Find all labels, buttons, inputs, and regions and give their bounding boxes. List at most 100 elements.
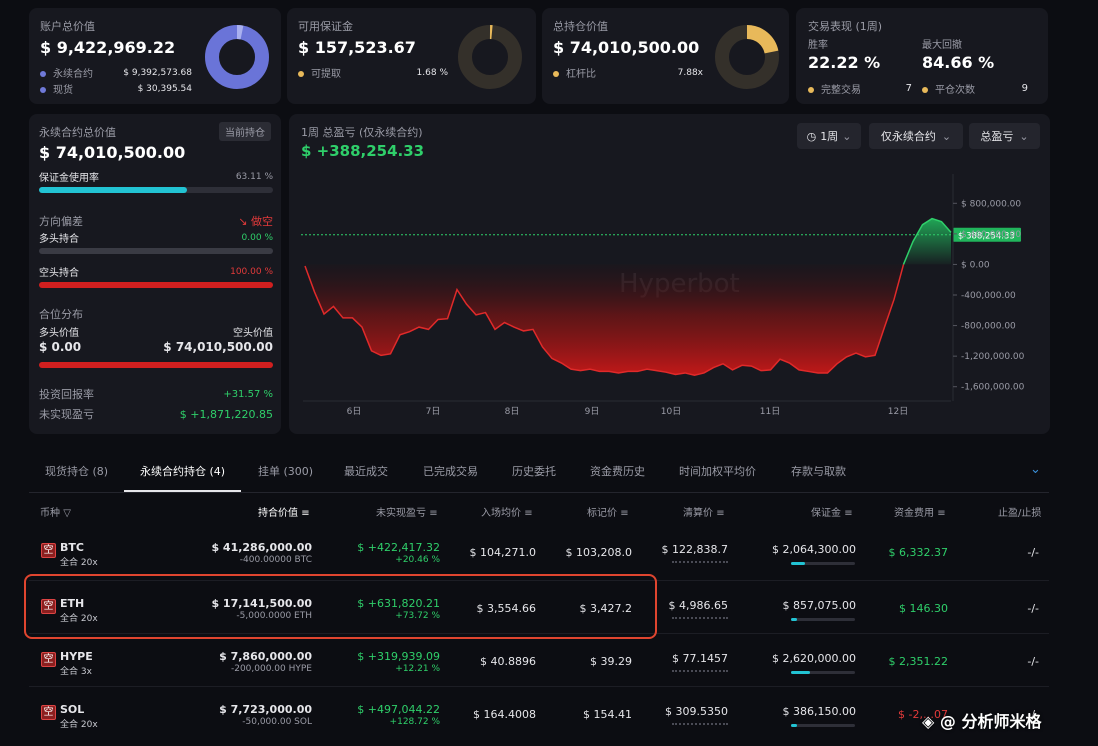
profit-line: [902, 217, 952, 265]
margin-value: $ 157,523.67: [298, 38, 416, 57]
margin-gauge: [791, 724, 855, 727]
leverage-row: 杠杆比 7.88x: [553, 65, 703, 80]
tab-recent-fills[interactable]: 最近成交: [344, 465, 388, 478]
entry-price: $ 40.8896: [480, 655, 536, 668]
margin-value: $ 2,620,000.00: [772, 652, 856, 665]
position-value: $ 7,860,000.00: [219, 650, 312, 663]
sort-icon[interactable]: ≡: [844, 508, 853, 519]
chart-title: 1周 总盈亏 (仅永续合约): [301, 126, 423, 139]
col-value[interactable]: 持合价值 ≡: [258, 508, 310, 519]
diamond-logo-icon: ◈: [922, 712, 940, 731]
tab-funding-history[interactable]: 资金费历史: [590, 465, 645, 478]
profit-area: [903, 218, 951, 265]
position-size: -50,000.00 SOL: [242, 717, 312, 727]
pnl-percent: +20.46 %: [395, 555, 440, 565]
position-title: 总持仓价值: [553, 20, 608, 33]
col-coin[interactable]: 币种 ▽: [40, 508, 71, 519]
chart-value: $ +388,254.33: [301, 142, 425, 160]
account-perp-row: 永续合约 $ 9,392,573.68: [40, 65, 192, 80]
tab-orders[interactable]: 挂单 (300): [258, 465, 314, 478]
period-select[interactable]: ◷ 1周 ⌄: [797, 123, 861, 149]
position-value: $ 41,286,000.00: [211, 541, 312, 554]
account-value: $ 9,422,969.22: [40, 38, 176, 57]
position-card: 总持仓价值 $ 74,010,500.00 杠杆比 7.88x: [542, 8, 789, 104]
col-upnl[interactable]: 未实现盈亏 ≡: [376, 508, 438, 519]
sort-icon[interactable]: ≡: [429, 508, 438, 519]
distribution-values: $ 0.00 $ 74,010,500.00: [39, 340, 273, 354]
margin-title: 可用保证金: [298, 20, 353, 33]
bias-row: 方向偏差 ↘ 做空: [39, 215, 273, 228]
margin-usage-row: 保证金使用率 63.11 %: [39, 171, 273, 185]
chevron-down-icon: ⌄: [842, 129, 852, 143]
filter-select[interactable]: 仅永续合约 ⌄: [869, 123, 963, 149]
drawdown-value: 84.66 %: [922, 53, 995, 72]
metric-select[interactable]: 总盈亏 ⌄: [969, 123, 1040, 149]
position-value: $ 7,723,000.00: [219, 703, 312, 716]
table-row[interactable]: 空 HYPE 全合 3x $ 7,860,000.00 -200,000.00 …: [29, 633, 1049, 686]
tab-history-orders[interactable]: 历史委托: [512, 465, 556, 478]
entry-price: $ 104,271.0: [469, 546, 536, 559]
table-row[interactable]: 空 ETH 全合 20x $ 17,141,500.00 -5,000.0000…: [29, 580, 1049, 633]
filter-icon[interactable]: ▽: [63, 508, 71, 519]
tab-perp[interactable]: 永续合约持仓 (4): [140, 465, 226, 478]
tab-spot[interactable]: 现货持仓 (8): [45, 465, 109, 478]
y-tick-label: -400,000.00: [961, 291, 1016, 301]
withdrawable-row: 可提取 1.68 %: [298, 65, 448, 80]
col-liq[interactable]: 清算价 ≡: [683, 508, 725, 519]
tab-deposits[interactable]: 存款与取款: [791, 465, 846, 478]
sort-icon[interactable]: ≡: [620, 508, 629, 519]
coin-name[interactable]: HYPE: [60, 650, 93, 663]
entry-price: $ 164.4008: [473, 708, 536, 721]
coin-name[interactable]: SOL: [60, 703, 85, 716]
x-tick-label: 9日: [585, 406, 600, 417]
mark-price: $ 154.41: [583, 708, 632, 721]
margin-mode: 全合 3x: [60, 667, 92, 677]
margin-gauge-fill: [791, 671, 811, 674]
sort-icon[interactable]: ≡: [716, 508, 725, 519]
col-funding[interactable]: 资金费用 ≡: [894, 508, 946, 519]
tpsl-value[interactable]: -/-: [1027, 655, 1039, 668]
perp-panel: 永续合约总价值 当前持仓 $ 74,010,500.00 保证金使用率 63.11…: [29, 114, 281, 434]
tpsl-value[interactable]: -/-: [1027, 602, 1039, 615]
y-tick-label: -800,000.00: [961, 322, 1016, 332]
y-tick-label: $ 800,000.00: [961, 199, 1021, 209]
unrealized-pnl: $ +497,044.22: [357, 703, 440, 716]
tpsl-value[interactable]: -/-: [1027, 546, 1039, 559]
clock-icon: ◷: [806, 129, 817, 143]
coin-name[interactable]: ETH: [60, 597, 85, 610]
pnl-percent: +128.72 %: [389, 717, 440, 727]
margin-gauge: [791, 562, 855, 565]
funding-fee: $ -2,…07: [898, 708, 948, 721]
tab-completed[interactable]: 已完成交易: [423, 465, 478, 478]
sort-icon[interactable]: ≡: [937, 508, 946, 519]
col-entry[interactable]: 入场均价 ≡: [481, 508, 533, 519]
upnl-row: 未实现盈亏 $ +1,871,220.85: [39, 407, 273, 422]
margin-donut-chart: [458, 25, 522, 89]
table-row[interactable]: 空 BTC 全合 20x $ 41,286,000.00 -400.00000 …: [29, 525, 1049, 578]
closes-row: 平仓次数 9: [922, 81, 1028, 96]
funding-fee: $ 2,351.22: [888, 655, 948, 668]
col-mark[interactable]: 标记价 ≡: [587, 508, 629, 519]
pnl-area-chart: Hyperbot$ 388,254.33$ 800,000.00$ 400,00…: [301, 174, 1025, 417]
funding-fee: $ 146.30: [899, 602, 948, 615]
x-tick-label: 7日: [426, 406, 441, 417]
short-side-badge: 空: [41, 705, 56, 720]
drawdown-label: 最大回撤: [922, 40, 962, 51]
short-side-badge: 空: [41, 652, 56, 667]
distribution-title: 合位分布: [39, 308, 83, 321]
sort-icon[interactable]: ≡: [524, 508, 533, 519]
loss-area: [305, 264, 904, 376]
table-row[interactable]: 空 SOL 全合 20x $ 7,723,000.00 -50,000.00 S…: [29, 686, 1049, 739]
mark-price: $ 39.29: [590, 655, 632, 668]
liquidation-price: $ 309.5350: [665, 705, 728, 718]
chevron-down-icon[interactable]: ⌄: [1030, 462, 1041, 477]
coin-name[interactable]: BTC: [60, 541, 84, 554]
liq-distance-gauge: [672, 617, 728, 619]
entry-price: $ 3,554.66: [476, 602, 536, 615]
tpsl-value[interactable]: -/-: [1027, 708, 1039, 721]
x-tick-label: 6日: [347, 406, 362, 417]
sort-icon[interactable]: ≡: [301, 508, 310, 519]
mark-price: $ 103,208.0: [565, 546, 632, 559]
col-margin[interactable]: 保证金 ≡: [811, 508, 853, 519]
tab-twap[interactable]: 时间加权平均价: [679, 465, 756, 478]
